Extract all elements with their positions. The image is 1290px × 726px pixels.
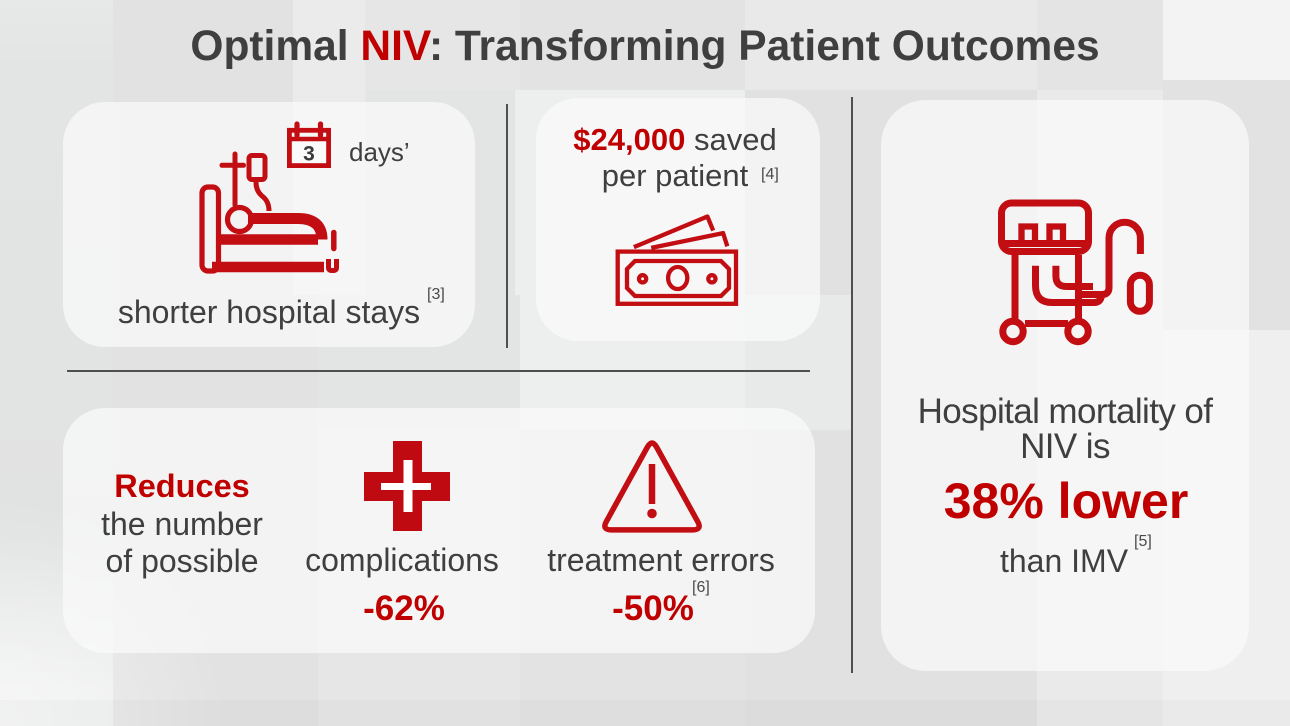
svg-text:3: 3 [303, 143, 315, 166]
